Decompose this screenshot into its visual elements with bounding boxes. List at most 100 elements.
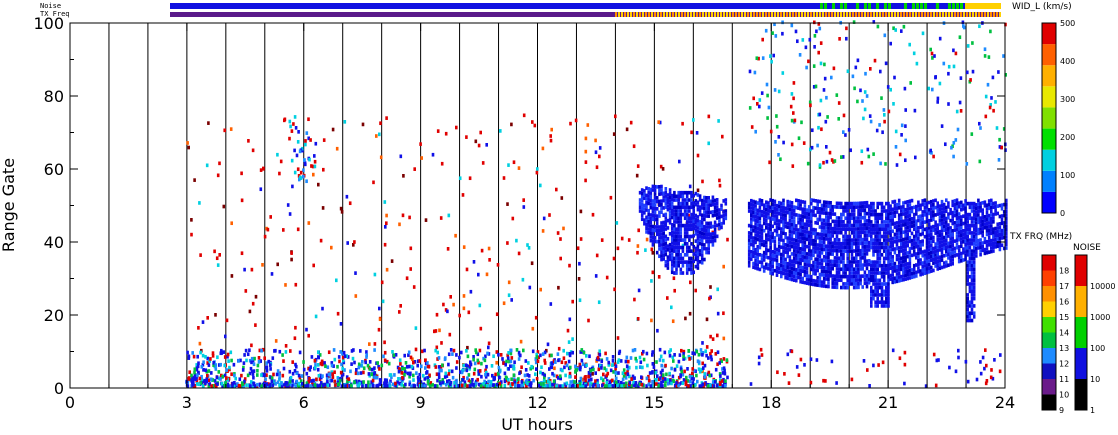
echo-cell <box>822 276 826 281</box>
echo-cell <box>750 250 753 254</box>
echo-cell <box>464 383 467 387</box>
echo-cell <box>622 374 626 378</box>
echo-cell <box>504 375 508 380</box>
echo-cell <box>703 372 706 376</box>
txfreq-segment <box>786 12 788 17</box>
echo-cell <box>786 240 789 244</box>
echo-cell <box>392 353 396 358</box>
echo-cell <box>859 234 862 238</box>
echo-cell <box>842 220 845 224</box>
echo-cell <box>925 201 929 206</box>
echo-cell <box>617 351 621 356</box>
echo-cell <box>955 234 959 239</box>
echo-cell <box>649 224 653 228</box>
echo-cell <box>795 246 798 250</box>
echo-cell <box>415 371 418 375</box>
echo-cell <box>942 213 946 218</box>
echo-cell <box>670 223 674 227</box>
echo-cell <box>645 384 648 388</box>
echo-cell <box>752 210 755 215</box>
echo-cell <box>827 251 830 256</box>
echo-cell <box>797 228 800 232</box>
echo-cell <box>906 265 909 270</box>
echo-cell <box>938 233 942 238</box>
echo-cell <box>835 245 839 249</box>
echo-cell <box>855 282 858 286</box>
echo-cell <box>527 378 531 383</box>
echo-cell <box>747 231 751 235</box>
echo-cell <box>970 263 974 268</box>
echo-cell <box>767 215 770 220</box>
echo-cell <box>998 225 1002 230</box>
txfreq-segment <box>999 12 1001 17</box>
echo-cell <box>662 220 665 225</box>
echo-cell <box>887 253 890 257</box>
echo-cell <box>842 227 845 231</box>
echo-cell <box>863 281 867 286</box>
echo-cell <box>878 253 882 257</box>
echo-cell <box>286 203 290 207</box>
echo-cell <box>661 376 665 380</box>
echo-cell <box>670 233 674 238</box>
echo-cell <box>722 221 725 225</box>
echo-cell <box>846 249 849 253</box>
echo-cell <box>700 224 704 229</box>
echo-cell <box>758 201 762 206</box>
echo-cell <box>891 262 894 266</box>
echo-cell <box>441 378 445 382</box>
echo-cell <box>626 372 630 377</box>
echo-cell <box>670 255 674 260</box>
echo-cell <box>964 246 967 251</box>
echo-cell <box>855 263 858 268</box>
echo-cell <box>957 212 961 216</box>
echo-cell <box>707 141 710 146</box>
echo-cell <box>692 226 695 231</box>
echo-cell <box>615 376 618 381</box>
echo-cell <box>842 252 845 257</box>
echo-cell <box>844 205 847 210</box>
echo-cell <box>915 241 918 245</box>
echo-cell <box>330 363 334 368</box>
echo-cell <box>829 259 832 264</box>
echo-cell <box>977 220 980 225</box>
echo-cell <box>694 224 698 229</box>
echo-cell <box>647 216 650 220</box>
echo-cell <box>208 359 211 363</box>
echo-cell <box>426 361 429 365</box>
echo-cell <box>688 379 692 384</box>
echo-cell <box>529 366 532 371</box>
echo-cell <box>923 227 927 232</box>
echo-cell <box>647 212 650 217</box>
echo-cell <box>831 230 834 235</box>
echo-cell <box>857 270 860 275</box>
echo-cell <box>407 350 411 355</box>
echo-cell <box>803 266 807 270</box>
echo-cell <box>339 322 343 326</box>
echo-cell <box>895 246 899 251</box>
echo-cell <box>552 359 556 364</box>
echo-cell <box>502 301 506 306</box>
echo-cell <box>861 256 864 260</box>
echo-cell <box>565 381 569 386</box>
echo-cell <box>971 69 975 74</box>
echo-cell <box>229 384 232 388</box>
echo-cell <box>848 260 852 264</box>
echo-cell <box>701 179 704 184</box>
echo-cell <box>386 359 389 364</box>
echo-cell <box>848 201 852 206</box>
echo-cell <box>708 373 711 378</box>
echo-cell <box>705 196 708 200</box>
echo-cell <box>580 348 584 352</box>
echo-cell <box>842 282 845 286</box>
echo-cell <box>876 223 879 228</box>
echo-cell <box>818 254 822 259</box>
echo-cell <box>428 373 431 378</box>
echo-cell <box>951 240 954 244</box>
echo-cell <box>584 178 587 183</box>
echo-cell <box>790 263 794 267</box>
echo-cell <box>460 350 463 355</box>
echo-cell <box>960 237 963 241</box>
echo-cell <box>230 274 234 278</box>
echo-cell <box>792 241 796 246</box>
echo-cell <box>724 216 728 221</box>
